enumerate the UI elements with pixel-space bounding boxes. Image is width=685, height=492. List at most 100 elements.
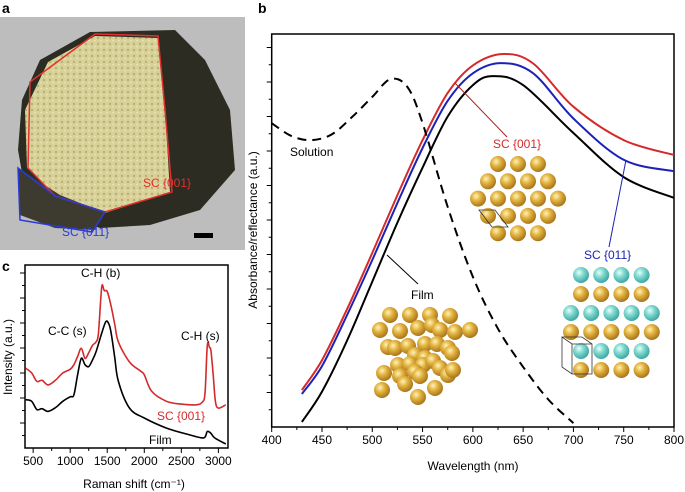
x-tick-label: 550 (413, 433, 433, 447)
atom-sc011-gold (563, 324, 579, 340)
annotation-sc001: SC {001} (493, 137, 541, 151)
atom-sc001 (480, 207, 496, 224)
panel-label-a: a (2, 0, 10, 16)
atom-sc011-gold (583, 324, 600, 340)
annotation-ch-stretch: C-H (s) (181, 329, 220, 343)
atom-film (387, 340, 403, 356)
x-tick-label: 3000 (205, 454, 232, 468)
panel-label-b: b (258, 0, 267, 16)
x-tick-label: 450 (312, 433, 332, 447)
atom-film (382, 307, 398, 323)
unit-cell-001 (478, 209, 509, 228)
atom-sc001 (480, 173, 496, 190)
unit-cell-011 (561, 336, 593, 375)
series-line-film (301, 75, 675, 423)
atom-sc011-cyan (633, 267, 650, 283)
atom-film (402, 307, 418, 323)
y-axis-label: Absorbance/reflectance (a.u.) (246, 151, 260, 308)
atom-sc011-cyan (573, 343, 589, 359)
atom-sc011-cyan (633, 343, 650, 359)
x-tick-label: 700 (563, 433, 583, 447)
atom-sc001 (510, 225, 526, 242)
atom-sc011-cyan (643, 305, 660, 321)
x-tick-label: 1000 (57, 454, 84, 468)
x-tick-label: 500 (362, 433, 382, 447)
annotation-sc011: SC {011} (584, 248, 631, 262)
atom-sc001 (470, 190, 486, 207)
atom-sc001 (490, 225, 506, 242)
panel-b-chart: 400 450 500 550 600 650 700 750 800 Solution SC … (246, 33, 684, 473)
atom-film (427, 380, 443, 396)
atom-sc011-cyan (613, 343, 630, 359)
panel-a-photo: SC {001} SC {011} (0, 17, 245, 250)
series-line-sc-001 (25, 283, 227, 409)
atom-sc001 (530, 156, 546, 172)
annotation-ch-bend: C-H (b) (81, 266, 120, 280)
atom-sc011-gold (613, 362, 630, 378)
photo-label-sc011: SC {011} (62, 225, 109, 239)
crystal-face-011 (18, 168, 105, 230)
series-line-sc-001 (301, 52, 675, 391)
atom-sc001 (540, 207, 556, 224)
x-tick-label: 800 (664, 433, 684, 447)
atom-illustrations (372, 156, 660, 405)
atom-film (376, 365, 392, 381)
atom-sc001 (490, 156, 506, 172)
atom-sc011-cyan (623, 305, 640, 321)
atom-sc011-cyan (593, 343, 610, 359)
panel-c-chart: 500 1000 1500 2000 2500 3000 C-H (b) C-C (s) … (1, 264, 232, 491)
atom-film (374, 382, 390, 398)
atom-sc001 (490, 190, 506, 207)
atom-sc001 (540, 173, 556, 190)
atom-sc001 (500, 207, 516, 224)
atom-sc011-gold (603, 324, 620, 340)
atom-film (442, 308, 458, 324)
leader-line-sc011 (608, 159, 627, 248)
atom-film (462, 322, 478, 338)
annotation-sc001: SC {001} (157, 409, 205, 423)
panel-label-c: c (2, 258, 10, 274)
series-line-solution (271, 77, 575, 424)
sc001-outline (27, 33, 173, 213)
atom-film (445, 362, 461, 378)
x-tick-label: 2000 (131, 454, 158, 468)
atom-sc011-gold (633, 286, 650, 302)
x-tick-label: 500 (23, 454, 43, 468)
x-tick-label: 650 (513, 433, 533, 447)
plot-frame (24, 264, 229, 449)
scale-bar (194, 233, 213, 238)
x-tick-label: 2500 (168, 454, 195, 468)
atom-sc001 (510, 190, 526, 207)
x-axis-label: Raman shift (cm⁻¹) (83, 477, 185, 491)
atom-sc011-cyan (583, 305, 600, 321)
atom-film (392, 323, 408, 339)
atom-sc011-gold (593, 286, 610, 302)
atom-sc001 (500, 173, 516, 190)
atom-sc011-cyan (563, 305, 579, 321)
atom-sc001 (510, 156, 526, 172)
x-tick-label: 750 (614, 433, 634, 447)
atom-film (410, 320, 426, 336)
photo-label-sc001: SC {001} (143, 176, 191, 190)
annotation-film: Film (411, 288, 434, 302)
atom-sc001 (530, 225, 546, 242)
annotation-solution: Solution (290, 145, 333, 159)
atom-film (372, 322, 388, 338)
atom-film (444, 345, 460, 361)
atom-sc001 (530, 190, 546, 207)
crystal-face-001 (25, 36, 170, 213)
atom-film (447, 324, 463, 340)
x-axis-label: Wavelength (nm) (428, 459, 519, 473)
atom-sc011-cyan (613, 267, 630, 283)
x-tick-label: 600 (463, 433, 483, 447)
atom-sc011-cyan (593, 267, 610, 283)
atom-film (417, 336, 433, 352)
leader-line-sc001 (454, 82, 508, 138)
atom-sc011-gold (633, 362, 650, 378)
atom-film (432, 322, 448, 338)
atom-sc001 (550, 190, 566, 207)
atom-sc011-gold (573, 362, 589, 378)
atom-sc001 (520, 207, 536, 224)
series-line-sc-011 (301, 62, 675, 395)
